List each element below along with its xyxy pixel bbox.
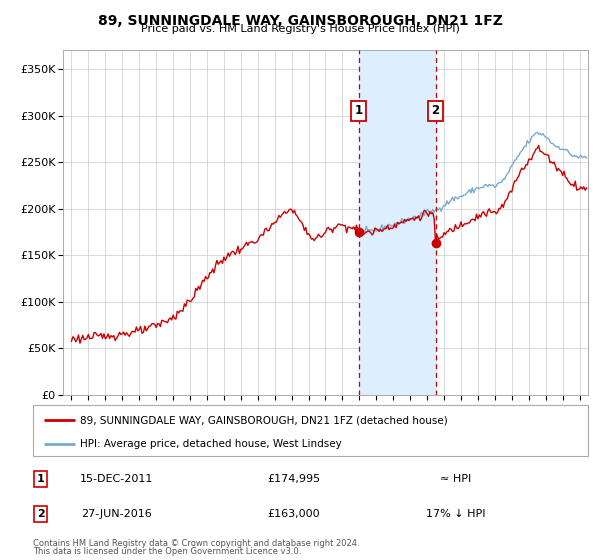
Text: 1: 1 [355, 104, 363, 118]
Text: 1: 1 [37, 474, 44, 484]
Text: £174,995: £174,995 [268, 474, 320, 484]
Text: ≈ HPI: ≈ HPI [440, 474, 472, 484]
Text: Price paid vs. HM Land Registry's House Price Index (HPI): Price paid vs. HM Land Registry's House … [140, 24, 460, 34]
Text: HPI: Average price, detached house, West Lindsey: HPI: Average price, detached house, West… [80, 439, 342, 449]
Text: 89, SUNNINGDALE WAY, GAINSBOROUGH, DN21 1FZ: 89, SUNNINGDALE WAY, GAINSBOROUGH, DN21 … [98, 14, 502, 28]
Bar [359, 50, 436, 395]
Text: £163,000: £163,000 [268, 509, 320, 519]
Text: 2: 2 [37, 509, 44, 519]
Text: 89, SUNNINGDALE WAY, GAINSBOROUGH, DN21 1FZ (detached house): 89, SUNNINGDALE WAY, GAINSBOROUGH, DN21 … [80, 416, 448, 426]
Text: 15-DEC-2011: 15-DEC-2011 [80, 474, 154, 484]
Text: This data is licensed under the Open Government Licence v3.0.: This data is licensed under the Open Gov… [33, 547, 301, 556]
Text: 2: 2 [431, 104, 440, 118]
Text: 27-JUN-2016: 27-JUN-2016 [82, 509, 152, 519]
Text: 17% ↓ HPI: 17% ↓ HPI [426, 509, 486, 519]
Text: Contains HM Land Registry data © Crown copyright and database right 2024.: Contains HM Land Registry data © Crown c… [33, 539, 359, 548]
